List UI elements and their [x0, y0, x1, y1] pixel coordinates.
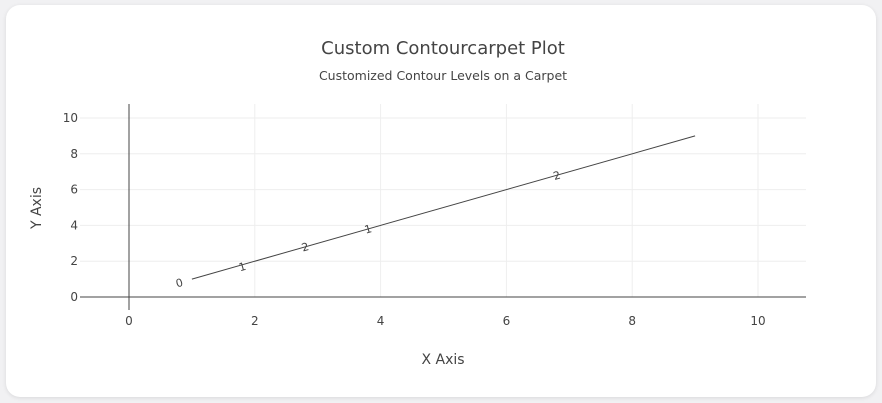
contour-label: 1 [363, 222, 373, 236]
carpet-series [191, 135, 696, 280]
grid [80, 104, 806, 297]
x-tick-label: 8 [628, 314, 636, 328]
y-tick-label: 4 [70, 218, 78, 232]
x-axis-title: X Axis [421, 352, 464, 368]
x-tick-label: 4 [377, 314, 385, 328]
y-tick-labels: 0 2 4 6 8 10 [63, 111, 78, 304]
y-tick-label: 10 [63, 111, 78, 125]
contour-label: 2 [300, 240, 310, 254]
x-tick-labels: 0 2 4 6 8 10 [125, 314, 765, 328]
carpet-line [191, 135, 696, 280]
y-tick-label: 6 [70, 183, 78, 197]
chart-card [6, 5, 876, 397]
y-tick-label: 8 [70, 147, 78, 161]
x-tick-label: 10 [750, 314, 765, 328]
zero-lines [80, 104, 806, 310]
chart-title: Custom Contourcarpet Plot [321, 38, 565, 59]
contour-label: 2 [552, 169, 562, 183]
x-tick-label: 0 [125, 314, 133, 328]
y-tick-label: 2 [70, 254, 78, 268]
contour-labels: 0 1 2 1 2 [174, 169, 562, 291]
x-tick-label: 2 [251, 314, 259, 328]
chart-subtitle: Customized Contour Levels on a Carpet [319, 68, 567, 83]
x-tick-label: 6 [503, 314, 511, 328]
contour-label: 0 [174, 276, 184, 290]
y-tick-label: 0 [70, 290, 78, 304]
contour-label: 1 [237, 260, 247, 274]
y-axis-title: Y Axis [29, 187, 45, 230]
